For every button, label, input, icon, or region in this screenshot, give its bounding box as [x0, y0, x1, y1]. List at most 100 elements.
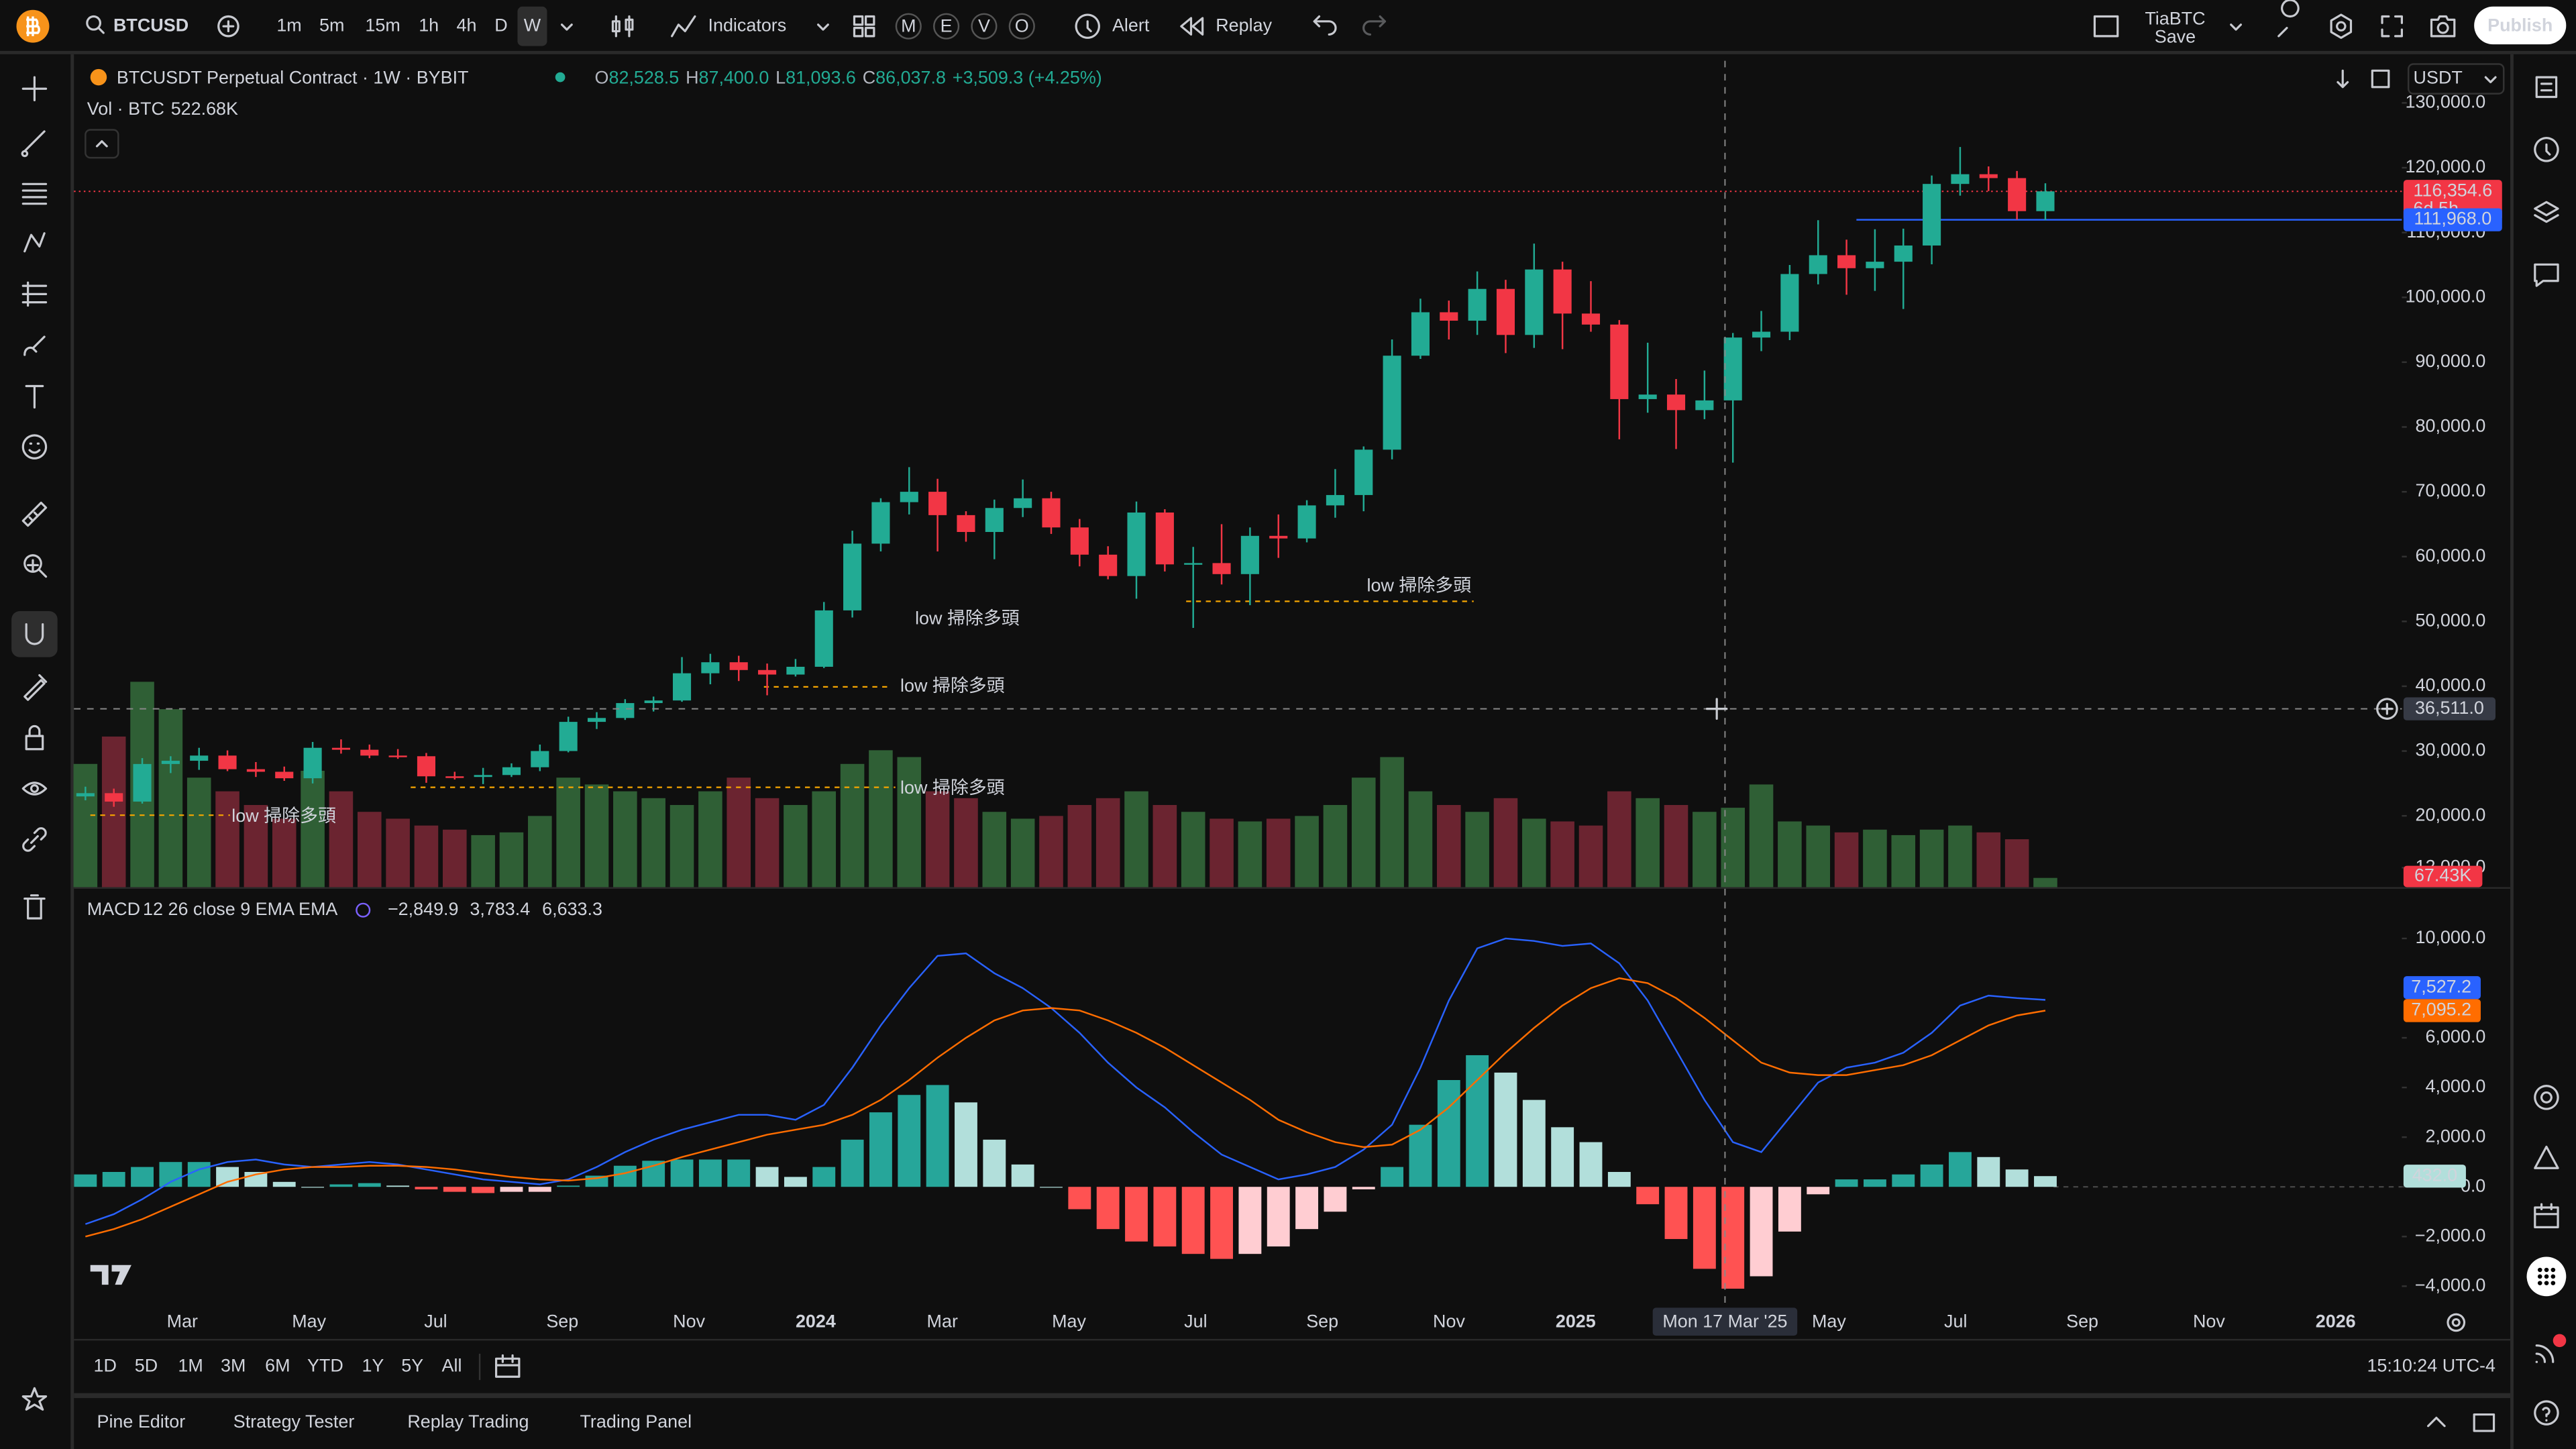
layout-button-label[interactable]: M — [901, 16, 916, 36]
layout-button[interactable] — [895, 13, 922, 40]
macd-histogram-bar — [472, 1187, 495, 1193]
interval-button[interactable]: D — [494, 15, 507, 35]
layout-button-label[interactable]: O — [1015, 16, 1029, 36]
layouts[interactable] — [853, 15, 875, 38]
scroll-down[interactable] — [2337, 69, 2349, 89]
quick-search[interactable] — [2277, 0, 2300, 38]
calendar[interactable] — [2534, 1203, 2559, 1228]
interval-button[interactable]: 1m — [276, 15, 301, 35]
help[interactable] — [2534, 1400, 2559, 1426]
chats[interactable] — [2534, 263, 2559, 287]
symbol[interactable]: BTCUSD — [113, 15, 189, 35]
watchlist-star[interactable] — [21, 1387, 48, 1411]
magnet-tool[interactable] — [25, 623, 44, 645]
range-button[interactable]: All — [442, 1356, 462, 1376]
range-button[interactable]: 1Y — [362, 1356, 384, 1376]
volume-label: 67.43K — [2414, 865, 2471, 885]
trendline-tool[interactable] — [21, 130, 46, 158]
pattern-tool[interactable] — [23, 232, 46, 253]
icon-tool[interactable] — [21, 434, 48, 460]
layout-name[interactable]: TiaBTC — [2145, 8, 2205, 28]
indicators-dropdown[interactable] — [817, 23, 829, 31]
interval-button[interactable]: 4h — [457, 15, 477, 35]
macd-histogram-bar — [1068, 1187, 1091, 1210]
layout-button-label[interactable]: E — [941, 16, 953, 36]
fullscreen[interactable] — [2381, 15, 2403, 38]
interval-button[interactable]: W — [524, 15, 541, 35]
indicators-icon[interactable] — [671, 15, 696, 38]
indicators-button[interactable]: Indicators — [708, 15, 787, 35]
zoom-tool[interactable] — [23, 554, 48, 578]
redo[interactable] — [1362, 15, 1387, 36]
layout-button[interactable] — [1008, 13, 1035, 40]
currency-label[interactable]: USDT — [2414, 68, 2463, 88]
snapshot[interactable] — [2430, 15, 2456, 38]
settings[interactable] — [2330, 13, 2353, 39]
add-symbol[interactable] — [217, 15, 239, 38]
interval-button[interactable]: 15m — [365, 15, 400, 35]
publish-label[interactable]: Publish — [2487, 15, 2553, 35]
alert-icon[interactable] — [1075, 13, 1100, 39]
publish-button[interactable] — [2474, 6, 2567, 45]
signals[interactable] — [2535, 1344, 2555, 1363]
layout-dropdown[interactable] — [2230, 23, 2243, 31]
lock-tool[interactable] — [25, 724, 44, 751]
remove-tool[interactable] — [23, 894, 46, 920]
volume-bar — [73, 763, 98, 888]
link-tool[interactable] — [22, 827, 47, 852]
panel-maximize[interactable] — [2473, 1413, 2496, 1432]
alert-button[interactable]: Alert — [1112, 15, 1150, 35]
watchlist[interactable] — [2535, 76, 2558, 99]
layout-square[interactable] — [2093, 15, 2119, 38]
add-alert-plus[interactable] — [2376, 698, 2398, 720]
symbol-title[interactable]: BTCUSDT Perpetual Contract · 1W · BYBIT — [117, 68, 469, 88]
range-button[interactable]: 3M — [221, 1356, 246, 1376]
screener[interactable] — [2534, 1085, 2559, 1110]
crosshair-tool[interactable] — [21, 76, 48, 101]
panel-tab[interactable]: Pine Editor — [97, 1411, 185, 1432]
currency-select[interactable] — [2407, 63, 2505, 95]
object-tree[interactable] — [2534, 201, 2559, 223]
volume-bar — [1181, 812, 1205, 888]
range-button[interactable]: 1M — [178, 1356, 203, 1376]
reset-chart[interactable] — [2371, 69, 2390, 89]
panel-expand[interactable] — [2427, 1416, 2446, 1428]
ruler-tool[interactable] — [21, 501, 48, 527]
clock[interactable]: 15:10:24 UTC-4 — [2367, 1356, 2496, 1376]
interval-button[interactable]: 1h — [419, 15, 439, 35]
ideas[interactable] — [2534, 1145, 2559, 1169]
brush-tool[interactable] — [23, 335, 46, 356]
interval-button[interactable]: 5m — [319, 15, 344, 35]
range-button[interactable]: 6M — [265, 1356, 290, 1376]
candle-body — [1752, 331, 1771, 338]
horizontal-tools[interactable] — [21, 182, 48, 205]
range-button[interactable]: 1D — [94, 1356, 117, 1376]
panel-tab[interactable]: Replay Trading — [407, 1411, 529, 1432]
replay-button[interactable]: Replay — [1216, 15, 1272, 35]
apps[interactable] — [2537, 1267, 2556, 1285]
alerts-panel[interactable] — [2534, 137, 2559, 162]
interval-dropdown[interactable] — [560, 23, 573, 31]
goto-date[interactable] — [495, 1354, 521, 1378]
range-button[interactable]: 5Y — [401, 1356, 423, 1376]
hide-tool[interactable] — [21, 782, 48, 796]
candle-body — [1923, 184, 1941, 246]
layout-button[interactable] — [971, 13, 998, 40]
chart-type[interactable] — [611, 15, 634, 38]
text-tool[interactable] — [25, 384, 44, 409]
range-button[interactable]: 5D — [135, 1356, 158, 1376]
collapse-legend[interactable] — [85, 129, 119, 159]
panel-tab[interactable]: Trading Panel — [580, 1411, 692, 1432]
stay-drawing[interactable] — [23, 674, 48, 701]
layout-button-label[interactable]: V — [978, 16, 990, 36]
undo[interactable] — [1313, 15, 1337, 36]
candle-body — [1809, 255, 1827, 274]
range-button[interactable]: YTD — [307, 1356, 343, 1376]
candle-body — [672, 673, 692, 701]
panel-tab[interactable]: Strategy Tester — [233, 1411, 355, 1432]
axis-settings[interactable] — [2447, 1313, 2466, 1332]
fib-tool[interactable] — [21, 281, 48, 307]
layout-button[interactable] — [933, 13, 960, 40]
replay-icon[interactable] — [1180, 17, 1204, 36]
search-icon[interactable] — [86, 15, 105, 34]
